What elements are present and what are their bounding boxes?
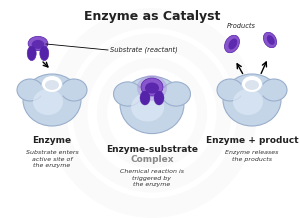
Text: Enzyme releases
the products: Enzyme releases the products [225,150,279,162]
Text: Enzyme + product: Enzyme + product [206,136,298,145]
Ellipse shape [217,79,243,101]
Ellipse shape [228,39,237,49]
Ellipse shape [267,35,275,45]
Ellipse shape [145,82,159,94]
Ellipse shape [61,79,87,101]
Ellipse shape [27,46,36,61]
Ellipse shape [238,81,266,99]
Ellipse shape [38,81,66,99]
Ellipse shape [242,76,262,92]
Ellipse shape [33,89,63,115]
Ellipse shape [140,91,150,105]
Ellipse shape [23,74,81,126]
Ellipse shape [233,89,263,115]
Ellipse shape [141,78,163,96]
Ellipse shape [45,80,59,90]
Text: Enzyme: Enzyme [32,136,72,145]
Ellipse shape [154,91,164,105]
Text: Substrate (reactant): Substrate (reactant) [110,47,178,53]
Ellipse shape [32,40,44,49]
Ellipse shape [40,46,49,61]
Ellipse shape [245,80,259,90]
Text: Enzyme as Catalyst: Enzyme as Catalyst [84,10,220,23]
Text: Complex: Complex [130,155,174,164]
Text: Substrate enters
active site of
the enzyme: Substrate enters active site of the enzy… [26,150,78,168]
Ellipse shape [263,32,277,48]
Ellipse shape [131,93,164,121]
Ellipse shape [224,35,239,53]
Ellipse shape [162,82,190,106]
Text: Enzyme-substrate: Enzyme-substrate [106,145,198,154]
Text: Products: Products [227,23,256,29]
Ellipse shape [120,76,184,134]
Ellipse shape [42,76,62,92]
Ellipse shape [261,79,287,101]
Ellipse shape [137,75,167,101]
Ellipse shape [113,82,142,106]
Ellipse shape [136,84,167,104]
Text: Chemical reaction is
triggered by
the enzyme: Chemical reaction is triggered by the en… [120,169,184,187]
Ellipse shape [28,36,48,51]
Ellipse shape [223,74,281,126]
Ellipse shape [17,79,43,101]
